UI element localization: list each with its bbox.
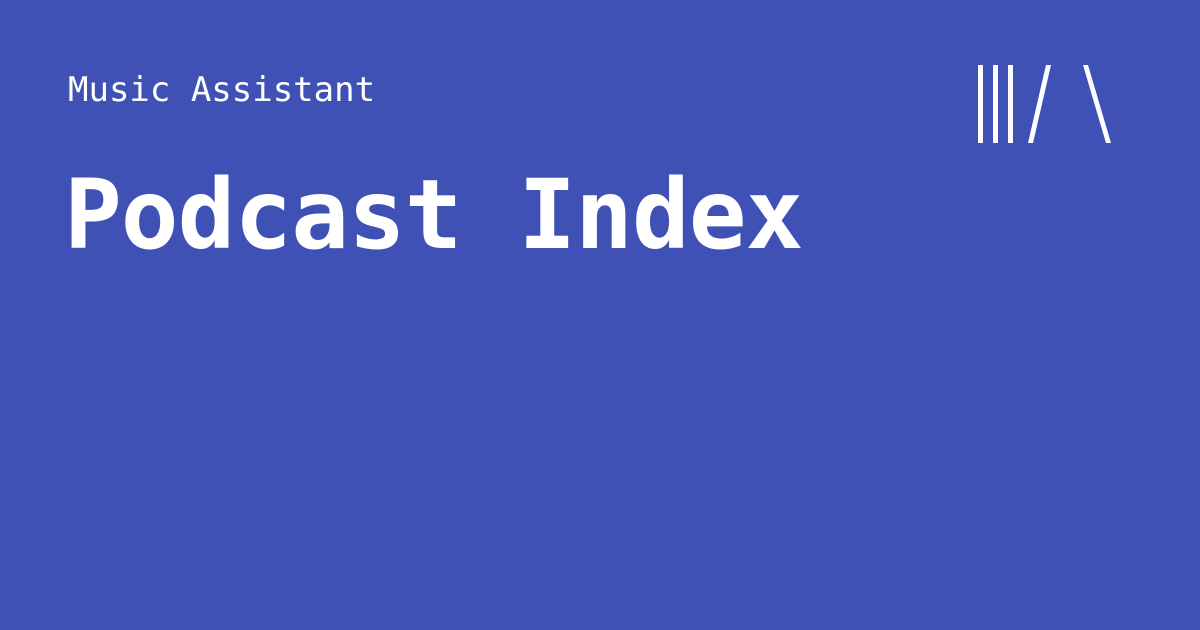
page-title: Podcast Index (64, 159, 803, 271)
site-name: Music Assistant (68, 70, 376, 110)
music-assistant-logo-icon (978, 65, 1111, 143)
